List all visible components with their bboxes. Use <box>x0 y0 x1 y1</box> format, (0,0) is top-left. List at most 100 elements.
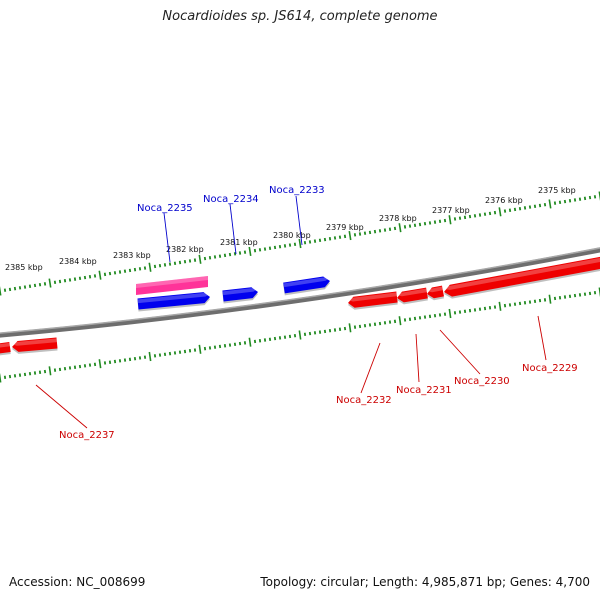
gene-noca-2233[interactable] <box>283 276 330 296</box>
gene-left-partial[interactable] <box>0 342 11 356</box>
gene-label-noca-2237[interactable]: Noca_2237 <box>59 430 115 441</box>
gene-noca-2232[interactable] <box>348 291 398 310</box>
gene-label-noca-2230[interactable]: Noca_2230 <box>454 376 510 387</box>
scale-tick <box>443 218 447 223</box>
scale-tick <box>283 244 287 248</box>
scale-tick <box>98 359 102 369</box>
scale-tick <box>213 255 217 259</box>
scale-tick <box>83 275 87 280</box>
scale-tick <box>148 262 152 272</box>
scale-tick <box>208 256 212 260</box>
gene-noca-2235-highlight[interactable] <box>136 276 208 295</box>
gene-noca-2237[interactable] <box>12 337 58 354</box>
scale-tick <box>48 366 52 376</box>
gene-noca-2235[interactable] <box>137 292 211 312</box>
gene-noca-2234[interactable] <box>222 287 258 304</box>
scale-tick <box>243 250 247 254</box>
outer-tick-ring <box>0 191 600 296</box>
scale-label: 2384 kbp <box>59 257 97 266</box>
scale-label: 2382 kbp <box>166 245 204 254</box>
gene-label-noca-2233[interactable]: Noca_2233 <box>269 185 325 196</box>
scale-tick <box>113 271 117 275</box>
gene-label-noca-2234[interactable]: Noca_2234 <box>203 194 259 205</box>
scale-tick <box>313 239 317 243</box>
scale-tick <box>438 219 442 224</box>
scale-tick <box>508 208 512 212</box>
scale-tick <box>198 254 202 264</box>
gene-noca-2229[interactable] <box>444 256 600 299</box>
gene-label-noca-2232[interactable]: Noca_2232 <box>336 395 392 406</box>
scale-tick <box>453 217 457 221</box>
scale-tick <box>378 229 382 233</box>
scale-tick <box>458 216 462 220</box>
scale-tick <box>3 288 7 292</box>
scale-tick <box>93 274 97 278</box>
scale-tick <box>133 267 137 272</box>
scale-tick <box>363 231 367 235</box>
scale-tick <box>63 278 67 283</box>
scale-tick <box>298 330 302 340</box>
scale-tick <box>523 206 527 210</box>
scale-tick <box>278 244 282 249</box>
scale-tick <box>253 248 257 253</box>
scale-tick <box>383 228 387 232</box>
scale-tick <box>538 203 542 208</box>
leader-line <box>439 329 481 375</box>
scale-tick <box>588 195 592 200</box>
scale-label: 2383 kbp <box>113 251 151 260</box>
scale-tick <box>563 199 567 204</box>
scale-label: 2376 kbp <box>485 196 523 205</box>
scale-tick <box>488 211 492 216</box>
scale-tick <box>233 252 237 256</box>
genome-backbone <box>0 247 600 338</box>
scale-tick <box>0 373 2 383</box>
scale-tick <box>468 214 472 219</box>
scale-tick <box>403 225 407 229</box>
scale-tick <box>178 260 182 265</box>
gene-label-noca-2229[interactable]: Noca_2229 <box>522 363 578 374</box>
scale-tick <box>198 344 202 354</box>
gene-noca-2230[interactable] <box>427 285 444 301</box>
leader-line <box>415 333 420 383</box>
scale-tick <box>163 263 167 267</box>
scale-tick <box>418 222 422 227</box>
scale-label: 2378 kbp <box>379 214 417 223</box>
scale-label: 2375 kbp <box>538 186 576 195</box>
scale-label: 2381 kbp <box>220 238 258 247</box>
scale-tick <box>158 263 162 268</box>
scale-tick <box>168 262 172 266</box>
scale-tick <box>348 323 352 333</box>
scale-tick <box>478 213 482 217</box>
scale-tick <box>353 233 357 237</box>
scale-tick <box>343 234 347 239</box>
scale-tick <box>118 270 122 274</box>
gene-label-noca-2235[interactable]: Noca_2235 <box>137 203 193 214</box>
scale-tick <box>348 231 352 241</box>
scale-tick <box>578 197 582 201</box>
scale-tick <box>43 282 47 286</box>
scale-tick <box>48 278 52 288</box>
scale-tick <box>108 271 112 276</box>
scale-tick <box>13 286 17 291</box>
gene-label-noca-2231[interactable]: Noca_2231 <box>396 385 452 396</box>
scale-tick <box>248 337 252 347</box>
gene-noca-2231[interactable] <box>397 287 428 305</box>
scale-tick <box>318 238 322 243</box>
scale-tick <box>548 294 552 304</box>
scale-tick <box>463 215 467 220</box>
scale-tick <box>103 272 107 277</box>
leader-line <box>537 315 547 361</box>
scale-tick <box>573 198 577 202</box>
scale-tick <box>228 252 232 257</box>
scale-tick <box>183 259 187 264</box>
scale-label: 2377 kbp <box>432 206 470 215</box>
scale-tick <box>533 204 537 209</box>
scale-tick <box>268 246 272 250</box>
scale-tick <box>503 209 507 213</box>
scale-tick <box>393 226 397 231</box>
scale-tick <box>138 267 142 271</box>
scale-tick <box>323 237 327 242</box>
scale-tick <box>303 240 307 245</box>
scale-tick <box>448 215 452 225</box>
